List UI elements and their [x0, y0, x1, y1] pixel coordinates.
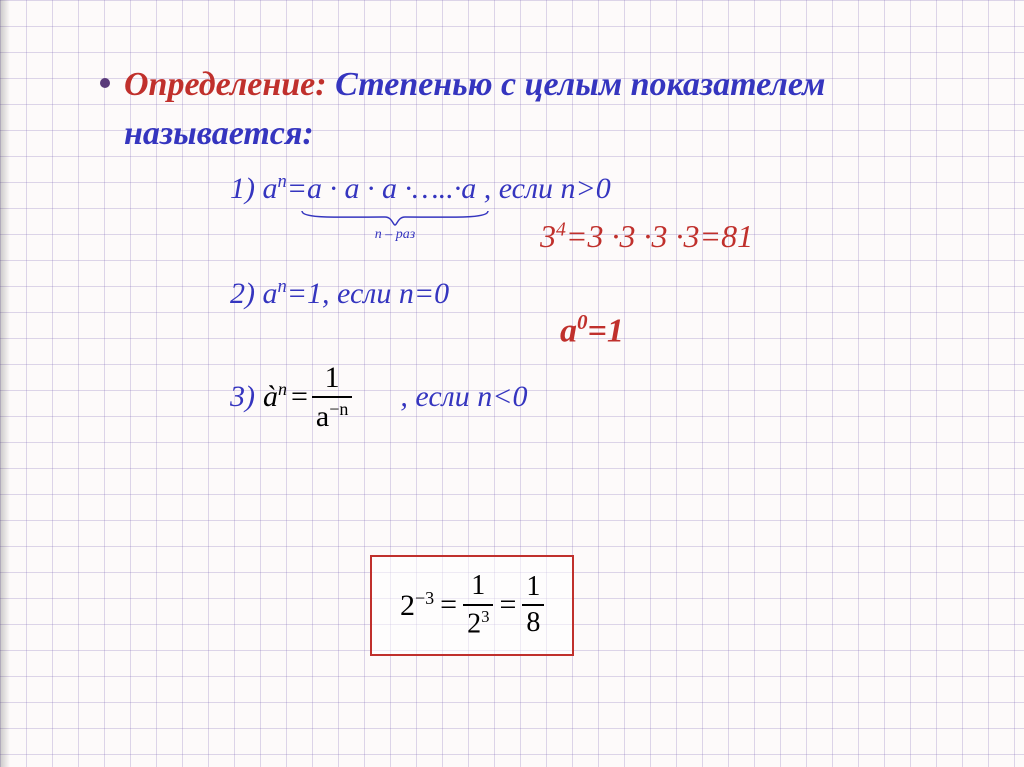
- fraction-bar: [522, 604, 544, 606]
- definition-word: Определение:: [124, 66, 327, 103]
- rule-2-label: 2): [230, 277, 263, 310]
- rule-1-condition: , если n>0: [476, 172, 611, 205]
- underbrace: n – раз: [300, 209, 490, 243]
- definition-title: Определение: Степенью с целым показателе…: [124, 60, 944, 159]
- boxed-frac2-den: 8: [522, 608, 544, 639]
- example-1: 34=3 ·3 ·3 ·3=81: [540, 218, 753, 255]
- rule-3-den: a−n: [312, 400, 352, 433]
- boxed-frac1-den: 23: [463, 608, 493, 640]
- boxed-example: 2−3 = 1 23 = 1 8: [370, 555, 574, 656]
- rule-3-num: 1: [321, 361, 344, 394]
- rule-2: 2) an=1, если n=0: [230, 276, 944, 311]
- rule-1-label: 1): [230, 172, 263, 205]
- rule-3-fraction: 1 a−n: [312, 361, 352, 433]
- boxed-frac-2: 1 8: [522, 572, 544, 640]
- boxed-frac1-num: 1: [467, 571, 489, 602]
- rule-3-eq: =: [291, 380, 308, 414]
- rule-3-formula: àn = 1 a−n: [263, 361, 352, 433]
- boxed-eq2: =: [499, 588, 516, 622]
- boxed-frac-1: 1 23: [463, 571, 493, 640]
- title-line: Определение: Степенью с целым показателе…: [100, 60, 944, 159]
- rule-3-lhs: àn: [263, 379, 287, 414]
- bullet-icon: [100, 78, 110, 88]
- rule-2-formula: an=1, если n=0: [263, 277, 450, 310]
- boxed-eq1: =: [440, 588, 457, 622]
- rule-3-condition: , если n<0: [400, 380, 527, 414]
- fraction-bar: [312, 396, 352, 398]
- rule-3-label: 3): [230, 380, 255, 414]
- example-2: a0=1: [560, 310, 624, 350]
- brace-icon: [300, 209, 490, 227]
- rule-3: 3) àn = 1 a−n , если n<0: [230, 361, 944, 433]
- rule-1-formula: an=a · a · a ·…..·a: [263, 172, 477, 205]
- brace-label: n – раз: [375, 227, 415, 242]
- slide-content: Определение: Степенью с целым показателе…: [0, 0, 1024, 473]
- boxed-frac2-num: 1: [522, 572, 544, 603]
- fraction-bar: [463, 604, 493, 606]
- rule-1: 1) an=a · a · a ·…..·a , если n>0 n – ра…: [230, 171, 944, 206]
- boxed-lhs: 2−3: [400, 588, 434, 623]
